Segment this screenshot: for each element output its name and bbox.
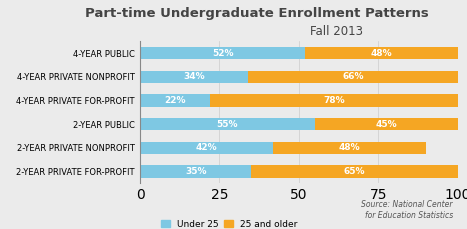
Bar xyxy=(140,118,315,130)
Text: 48%: 48% xyxy=(371,49,392,57)
Bar xyxy=(315,118,458,130)
Text: 66%: 66% xyxy=(342,72,364,81)
Bar xyxy=(140,94,210,106)
Bar xyxy=(140,165,251,177)
Text: 22%: 22% xyxy=(164,96,186,105)
Text: 65%: 65% xyxy=(344,167,365,176)
Text: 78%: 78% xyxy=(323,96,345,105)
Text: 52%: 52% xyxy=(212,49,234,57)
Text: Part-time Undergraduate Enrollment Patterns: Part-time Undergraduate Enrollment Patte… xyxy=(85,7,429,20)
Legend: Under 25, 25 and older: Under 25, 25 and older xyxy=(157,216,301,229)
Text: 55%: 55% xyxy=(217,120,238,128)
Bar xyxy=(210,94,458,106)
Text: 34%: 34% xyxy=(183,72,205,81)
Bar xyxy=(274,142,426,154)
Bar xyxy=(251,165,458,177)
Bar xyxy=(140,47,305,59)
Bar xyxy=(140,142,274,154)
Text: 48%: 48% xyxy=(339,143,361,152)
Bar xyxy=(305,47,458,59)
Text: Source: National Center
for Education Statistics: Source: National Center for Education St… xyxy=(361,200,453,220)
Text: 35%: 35% xyxy=(185,167,206,176)
Bar xyxy=(140,71,248,83)
Bar xyxy=(248,71,458,83)
Text: 45%: 45% xyxy=(375,120,397,128)
Text: Fall 2013: Fall 2013 xyxy=(310,25,363,38)
Text: 42%: 42% xyxy=(196,143,218,152)
